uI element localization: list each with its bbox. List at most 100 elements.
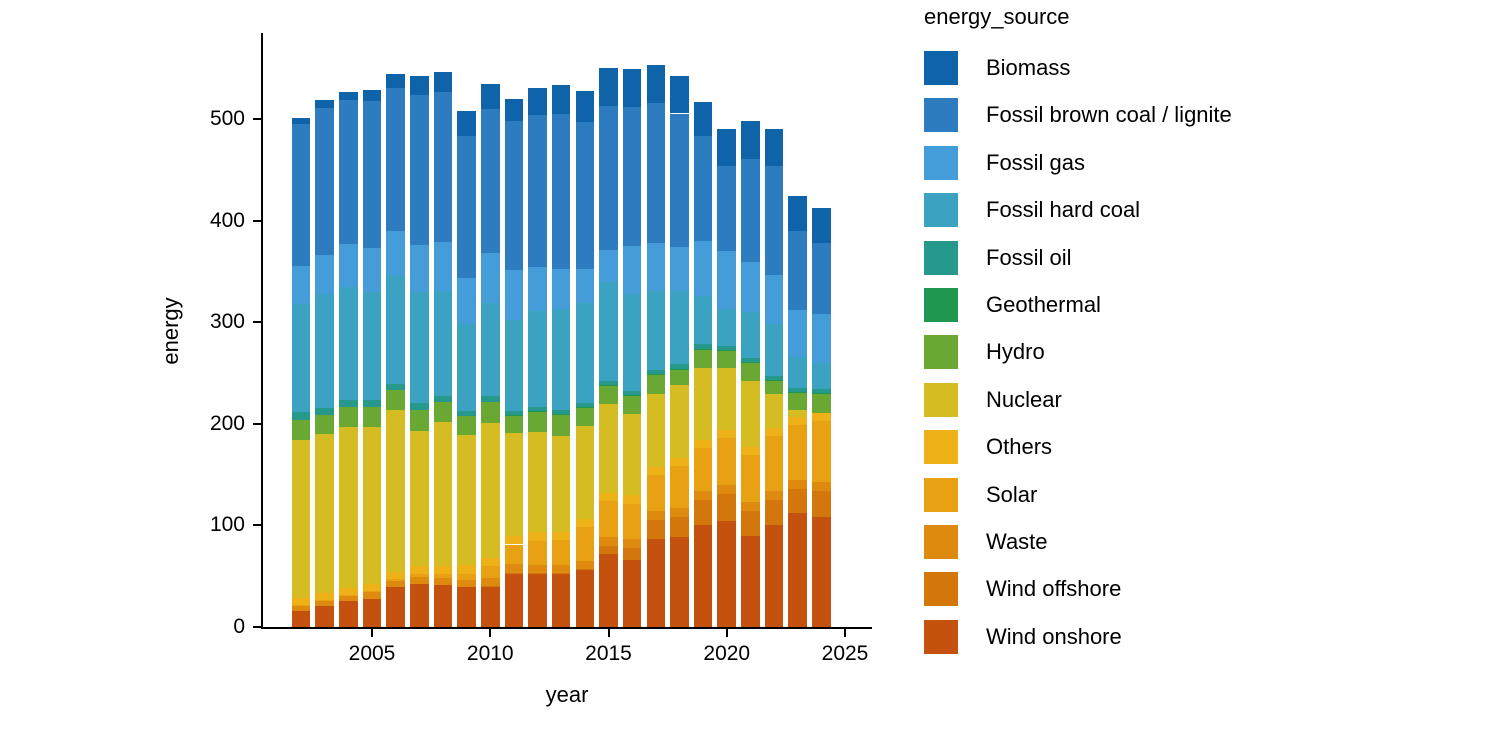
x-tick-label: 2015	[585, 642, 632, 665]
bar-segment-fossil-brown-coal-lignite	[528, 114, 547, 268]
legend-label: Geothermal	[986, 292, 1101, 317]
bar-segment-fossil-oil	[480, 396, 500, 402]
bar-segment-wind-offshore	[622, 547, 642, 560]
bar-segment-waste	[693, 490, 713, 500]
bar-segment-wind-onshore	[764, 525, 784, 627]
legend-swatch	[924, 477, 958, 512]
bar-segment-wind-onshore	[504, 573, 524, 627]
bar-segment-fossil-hard-coal	[528, 310, 547, 408]
y-tick-mark	[253, 321, 261, 324]
bar-segment-hydro	[741, 361, 760, 382]
bar-segment-fossil-oil	[433, 395, 453, 403]
legend-label: Nuclear	[986, 386, 1062, 412]
bar-segment-solar	[599, 501, 618, 537]
bar-segment-wind-offshore	[504, 572, 524, 574]
bar-segment-nuclear	[670, 384, 689, 459]
bar-segment-biomass	[504, 99, 524, 121]
y-tick-label: 0	[233, 615, 245, 638]
bar-segment-wind-onshore	[646, 538, 666, 627]
bar-segment-others	[315, 593, 334, 601]
bar-segment-waste	[410, 577, 429, 585]
legend-label: Fossil brown coal / lignite	[986, 102, 1232, 128]
bar-segment-nuclear	[504, 432, 524, 537]
bar-segment-wind-onshore	[362, 598, 382, 627]
bar-segment-fossil-gas	[670, 246, 689, 292]
bar-segment-solar	[528, 540, 547, 566]
legend-label: Wind onshore	[986, 623, 1122, 649]
bar-segment-fossil-brown-coal-lignite	[339, 100, 358, 245]
legend-swatch	[924, 525, 958, 559]
bar-segment-wind-onshore	[788, 513, 807, 627]
bar-segment-fossil-brown-coal-lignite	[599, 105, 618, 250]
bar-segment-fossil-hard-coal	[670, 291, 689, 365]
bar-segment-others	[764, 427, 784, 436]
bar-segment-fossil-oil	[362, 400, 382, 408]
bar-segment-hydro	[410, 409, 429, 431]
bar-segment-waste	[457, 580, 476, 588]
bar-segment-others	[504, 536, 524, 545]
bar-segment-fossil-brown-coal-lignite	[575, 121, 595, 270]
bar-segment-biomass	[551, 85, 571, 114]
y-tick-mark	[253, 118, 261, 120]
y-tick-label: 200	[209, 411, 245, 435]
legend-label: Biomass	[986, 55, 1071, 80]
bar-segment-solar	[717, 438, 737, 485]
bar-segment-others	[599, 492, 618, 501]
bar-segment-fossil-oil	[504, 411, 524, 416]
bar-segment-fossil-hard-coal	[717, 308, 737, 346]
legend-swatch	[924, 335, 958, 370]
bar-segment-fossil-oil	[291, 412, 311, 420]
bar-segment-fossil-gas	[504, 270, 524, 320]
bar-segment-wind-onshore	[291, 610, 311, 627]
bar-segment-fossil-oil	[599, 380, 618, 385]
x-tick-mark	[844, 629, 846, 637]
bar-segment-waste	[528, 565, 547, 574]
bar-segment-waste	[764, 490, 784, 500]
bar-segment-biomass	[622, 68, 642, 108]
bar-segment-fossil-gas	[457, 277, 476, 324]
bar-segment-fossil-oil	[410, 403, 429, 410]
y-tick-mark	[253, 422, 261, 425]
bar-segment-fossil-hard-coal	[575, 302, 595, 404]
y-tick-label: 500	[209, 107, 245, 130]
bar-segment-fossil-brown-coal-lignite	[764, 166, 784, 275]
bar-segment-wind-offshore	[551, 573, 571, 575]
bar-segment-biomass	[315, 100, 334, 108]
bar-segment-fossil-gas	[599, 249, 618, 283]
bar-segment-fossil-brown-coal-lignite	[812, 242, 831, 314]
bar-segment-wind-onshore	[551, 574, 571, 627]
bar-segment-fossil-brown-coal-lignite	[717, 165, 737, 252]
bar-segment-solar	[741, 455, 760, 503]
bar-segment-waste	[362, 592, 382, 599]
legend-swatch	[924, 145, 958, 180]
bar-segment-solar	[433, 573, 453, 579]
bar-segment-fossil-brown-coal-lignite	[788, 230, 807, 310]
bar-segment-wind-onshore	[433, 585, 453, 627]
bar-segment-solar	[764, 435, 784, 491]
bar-segment-biomass	[788, 196, 807, 231]
x-axis-title: year	[545, 682, 589, 707]
bar-segment-fossil-oil	[693, 344, 713, 349]
bar-segment-fossil-brown-coal-lignite	[480, 108, 500, 254]
bar-segment-solar	[386, 579, 405, 582]
bar-segment-biomass	[386, 74, 405, 89]
bar-segment-fossil-brown-coal-lignite	[693, 136, 713, 241]
legend-swatch	[924, 430, 958, 465]
bar-segment-fossil-hard-coal	[693, 295, 713, 345]
bar-segment-fossil-hard-coal	[433, 291, 453, 396]
bar-segment-fossil-gas	[551, 269, 571, 309]
bar-segment-fossil-oil	[575, 403, 595, 408]
bar-segment-hydro	[622, 394, 642, 415]
bar-segment-nuclear	[646, 393, 666, 467]
bar-segment-fossil-oil	[812, 389, 831, 394]
bar-segment-biomass	[410, 76, 429, 95]
bar-segment-waste	[622, 538, 642, 548]
bar-segment-solar	[457, 573, 476, 581]
legend-swatch	[924, 240, 958, 275]
bar-segment-hydro	[504, 415, 524, 433]
bar-segment-waste	[788, 479, 807, 489]
bar-segment-others	[622, 495, 642, 504]
bar-segment-waste	[599, 536, 618, 546]
bar-segment-others	[410, 566, 429, 575]
